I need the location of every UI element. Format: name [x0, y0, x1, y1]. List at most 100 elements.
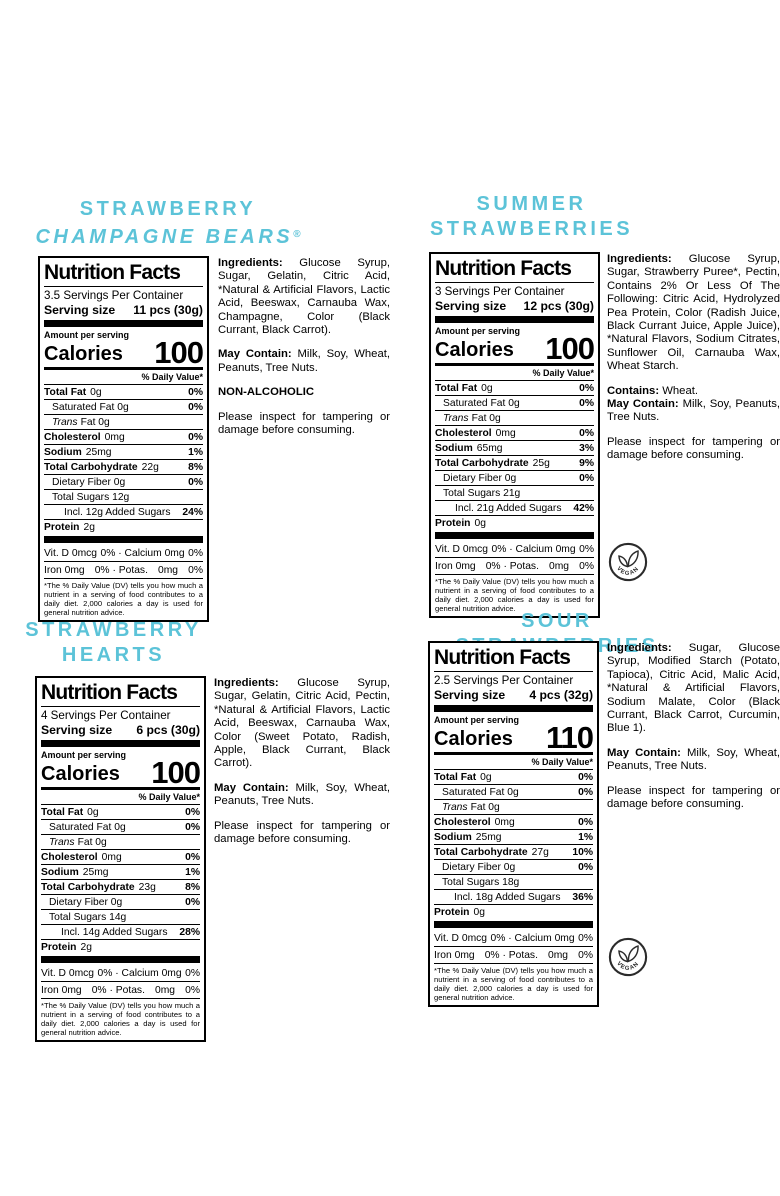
product-title-strawberry-champagne-bears: STRAWBERRY CHAMPAGNE BEARS®	[0, 197, 336, 250]
serving-size-label: Serving size	[434, 688, 506, 702]
nutrient-row: Total Sugars 14g	[41, 909, 200, 924]
nutrient-row: Dietary Fiber 0g 0%	[41, 894, 200, 909]
title-line1: SUMMER	[476, 193, 587, 215]
nutrient-row: Total Fat 0g 0%	[434, 771, 593, 783]
nutrient-row: Total Carbohydrate 27g 10%	[434, 844, 593, 859]
nutrient-row: Sodium 25mg 1%	[41, 864, 200, 879]
svg-text:VEGAN: VEGAN	[615, 961, 640, 972]
nutrient-row: Dietary Fiber 0g 0%	[434, 859, 593, 874]
nutrient-row: Saturated Fat 0g 0%	[434, 784, 593, 799]
nutrition-facts-panel: Nutrition Facts 4 Servings Per Container…	[35, 676, 206, 1042]
nutrient-rows: Total Fat 0g 0% Saturated Fat 0g 0% Trans Fat …	[41, 805, 200, 954]
daily-value-header: % Daily Value*	[41, 787, 200, 805]
serving-size-row: Serving size 12 pcs (30g)	[435, 299, 594, 314]
calories-label: Calories	[434, 728, 513, 750]
micronutrient-row: Vit. D 0mcg 0% · Calcium 0mg 0%	[44, 547, 203, 559]
svg-text:VEGAN: VEGAN	[615, 566, 640, 577]
nutrient-row: Total Fat 0g 0%	[435, 382, 594, 394]
micronutrient-rows: Vit. D 0mcg 0% · Calcium 0mg 0% Iron 0mg 0% …	[44, 545, 203, 578]
title-line2: STRAWBERRIES	[429, 218, 634, 240]
calories-row: Calories 100	[41, 755, 201, 790]
nutrient-row: Saturated Fat 0g 0%	[41, 819, 200, 834]
daily-value-footnote: *The % Daily Value (DV) tells you how mu…	[434, 963, 593, 1002]
nutrient-row: Cholesterol 0mg 0%	[434, 814, 593, 829]
title-line2: CHAMPAGNE BEARS®	[35, 226, 301, 248]
nutrition-facts-panel: Nutrition Facts 3.5 Servings Per Contain…	[38, 256, 209, 622]
nutrient-row: Protein 2g	[44, 519, 203, 534]
nutrient-row: Incl. 14g Added Sugars 28%	[41, 924, 200, 939]
nutrient-row: Protein 0g	[435, 515, 594, 530]
calories-label: Calories	[41, 763, 120, 785]
nutrient-row: Incl. 12g Added Sugars 24%	[44, 504, 203, 519]
nutrition-facts-heading: Nutrition Facts	[435, 256, 594, 283]
nutrient-row: Total Carbohydrate 23g 8%	[41, 879, 200, 894]
product-title-strawberry-hearts: STRAWBERRY HEARTS	[2, 618, 225, 668]
nutrient-row: Trans Fat 0g	[44, 414, 203, 429]
micronutrient-rows: Vit. D 0mcg 0% · Calcium 0mg 0% Iron 0mg 0% …	[435, 541, 594, 574]
nutrient-row: Protein 0g	[434, 904, 593, 919]
amount-per-serving-label: Amount per serving	[44, 330, 130, 340]
servings-per-container: 3 Servings Per Container	[435, 285, 565, 298]
serving-size-row: Serving size 4 pcs (32g)	[434, 688, 593, 703]
nutrient-row: Saturated Fat 0g 0%	[435, 395, 594, 410]
info-paragraph: NON-ALCOHOLIC	[218, 386, 315, 399]
nutrient-row: Trans Fat 0g	[434, 799, 593, 814]
info-paragraph: May Contain: Milk, Soy, Wheat, Peanuts, …	[607, 746, 780, 773]
calories-row: Calories 100	[435, 333, 595, 364]
calories-value: 100	[151, 755, 201, 790]
micronutrient-rows: Vit. D 0mcg 0% · Calcium 0mg 0% Iron 0mg 0% …	[434, 930, 593, 963]
nutrient-row: Sodium 25mg 1%	[44, 444, 203, 459]
nutrient-row: Cholesterol 0mg 0%	[41, 849, 200, 864]
daily-value-footnote: *The % Daily Value (DV) tells you how mu…	[44, 578, 203, 617]
daily-value-footnote: *The % Daily Value (DV) tells you how mu…	[435, 574, 594, 613]
daily-value-header: % Daily Value*	[434, 752, 593, 770]
nutrient-row: Total Carbohydrate 22g 8%	[44, 459, 203, 474]
nutrient-row: Total Fat 0g 0%	[41, 806, 200, 818]
nutrition-facts-panel: Nutrition Facts 2.5 Servings Per Contain…	[428, 641, 599, 1007]
calories-row: Calories 110	[434, 720, 594, 755]
info-paragraph: Ingredients: Sugar, Glucose Syrup, Modif…	[607, 642, 780, 735]
serving-size-row: Serving size 6 pcs (30g)	[41, 723, 200, 738]
divider-bar	[41, 740, 200, 747]
info-paragraph: Please inspect for tampering or damage b…	[607, 784, 780, 811]
divider-bar	[434, 921, 593, 928]
serving-size-value: 12 pcs (30g)	[523, 299, 594, 313]
vegan-seal-label: VEGAN	[615, 961, 639, 972]
daily-value-header: % Daily Value*	[435, 363, 594, 381]
nutrient-row: Total Sugars 21g	[435, 485, 594, 500]
calories-value: 110	[545, 720, 594, 755]
product-title-summer-strawberries: SUMMER STRAWBERRIES	[420, 192, 643, 242]
divider-bar	[41, 956, 200, 963]
daily-value-header: % Daily Value*	[44, 367, 203, 385]
nutrient-row: Incl. 18g Added Sugars 36%	[434, 889, 593, 904]
nutrient-row: Total Carbohydrate 25g 9%	[435, 455, 594, 470]
nutrient-row: Dietary Fiber 0g 0%	[44, 474, 203, 489]
nutrient-row: Saturated Fat 0g 0%	[44, 399, 203, 414]
nutrient-row: Incl. 21g Added Sugars 42%	[435, 500, 594, 515]
nutrient-row: Total Fat 0g 0%	[44, 386, 203, 398]
micronutrient-row: Iron 0mg 0% · Potas. 0mg 0%	[44, 561, 203, 578]
micronutrient-row: Iron 0mg 0% · Potas. 0mg 0%	[41, 981, 200, 998]
info-paragraph: Contains: Wheat.	[607, 384, 699, 397]
info-paragraph: Please inspect for tampering or damage b…	[218, 410, 390, 437]
calories-label: Calories	[435, 339, 514, 361]
amount-per-serving-label: Amount per serving	[435, 326, 521, 336]
micronutrient-row: Iron 0mg 0% · Potas. 0mg 0%	[434, 946, 593, 963]
ingredients-column: Ingredients: Glucose Syrup, Sugar, Gelat…	[214, 677, 390, 857]
amount-per-serving-label: Amount per serving	[41, 750, 127, 760]
serving-size-value: 11 pcs (30g)	[133, 303, 203, 317]
servings-per-container: 4 Servings Per Container	[41, 709, 171, 722]
info-paragraph: Ingredients: Glucose Syrup, Sugar, Gelat…	[214, 677, 390, 770]
calories-value: 100	[154, 335, 204, 370]
nutrition-facts-heading: Nutrition Facts	[434, 645, 593, 672]
divider-bar	[435, 532, 594, 539]
micronutrient-row: Vit. D 0mcg 0% · Calcium 0mg 0%	[41, 967, 200, 979]
nutrient-row: Trans Fat 0g	[41, 834, 200, 849]
nutrition-facts-heading: Nutrition Facts	[44, 260, 203, 287]
nutrient-row: Sodium 65mg 3%	[435, 440, 594, 455]
nutrient-row: Total Sugars 18g	[434, 874, 593, 889]
nutrient-row: Trans Fat 0g	[435, 410, 594, 425]
amount-per-serving-label: Amount per serving	[434, 715, 520, 725]
title-line2: HEARTS	[61, 644, 166, 666]
